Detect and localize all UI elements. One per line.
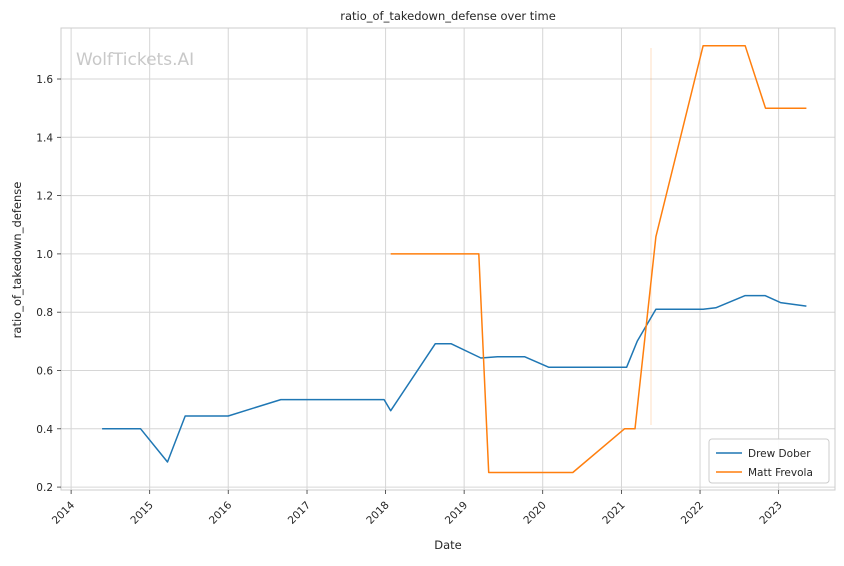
legend-label-matt-frevola: Matt Frevola — [748, 467, 813, 479]
series-layer — [102, 45, 807, 474]
x-tick-label: 2020 — [521, 499, 548, 526]
grid — [61, 28, 835, 490]
y-tick-label: 1.4 — [36, 132, 53, 144]
y-tick-label: 1.6 — [36, 74, 53, 86]
x-axis-ticks: 2014 2015 2016 2017 2018 2019 2020 2021 2022 2023 — [50, 490, 785, 527]
x-axis-label: Date — [434, 538, 462, 552]
legend: Drew Dober Matt Frevola — [708, 438, 830, 484]
y-tick-label: 0.4 — [36, 424, 53, 436]
x-tick-label: 2023 — [757, 499, 784, 526]
plot-frame — [60, 27, 836, 491]
watermark: WolfTickets.AI — [76, 50, 194, 70]
chart-title: ratio_of_takedown_defense over time — [340, 9, 556, 23]
x-tick-label: 2019 — [443, 499, 470, 526]
x-tick-label: 2022 — [679, 499, 706, 526]
y-axis-label: ratio_of_takedown_defense — [10, 182, 24, 339]
x-tick-label: 2018 — [364, 499, 391, 526]
x-tick-label: 2015 — [128, 499, 155, 526]
x-tick-label: 2021 — [600, 499, 627, 526]
x-tick-label: 2017 — [286, 499, 313, 526]
y-axis-ticks: 0.2 0.4 0.6 0.8 1.0 1.2 1.4 1.6 — [36, 74, 61, 494]
series-line-drew-dober — [102, 294, 807, 463]
x-tick-label: 2016 — [207, 499, 235, 527]
y-tick-label: 1.2 — [36, 191, 53, 203]
x-tick-label: 2014 — [50, 499, 78, 527]
y-tick-label: 0.2 — [36, 482, 53, 494]
legend-label-drew-dober: Drew Dober — [748, 448, 811, 460]
y-tick-label: 0.6 — [36, 365, 53, 377]
y-tick-label: 0.8 — [36, 307, 53, 319]
series-line-matt-frevola — [390, 45, 807, 474]
y-tick-label: 1.0 — [36, 249, 53, 261]
